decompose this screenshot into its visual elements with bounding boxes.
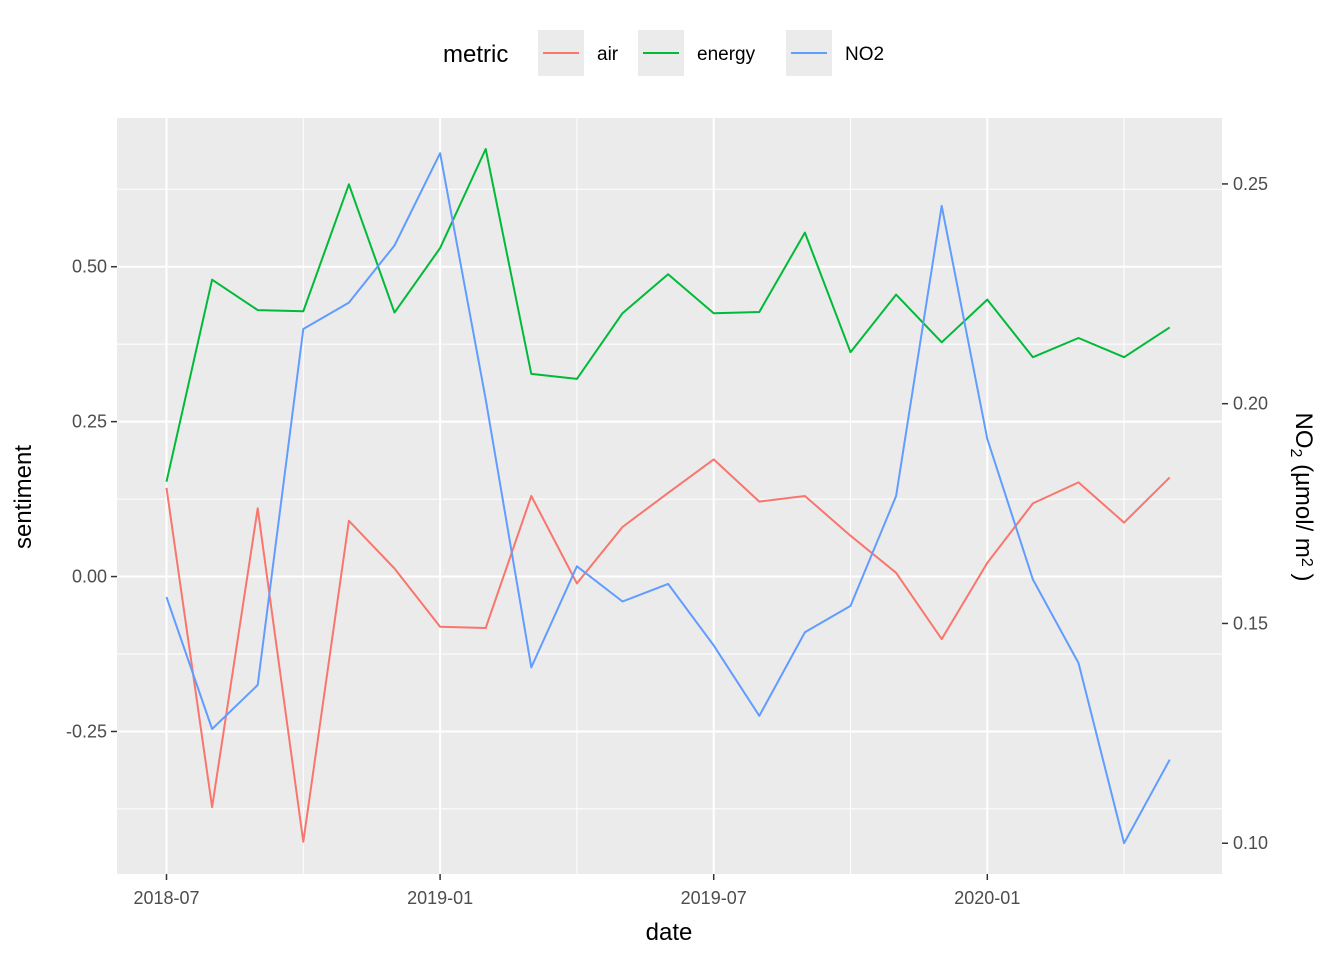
legend-title: metric <box>443 41 508 68</box>
x-axis-title: date <box>646 919 693 946</box>
y2-title-part: NO <box>1290 413 1317 449</box>
y2-tick-label: 0.15 <box>1233 613 1268 633</box>
series-line-energy <box>165 148 1171 482</box>
legend-label-no2: NO2 <box>845 44 884 65</box>
x-tick-label: 2019-07 <box>681 888 747 908</box>
axes: -0.25 0.00 0.25 0.50 0.10 0.15 0.20 0.25 2018-07… <box>66 174 1268 908</box>
y-axis-title: sentiment <box>10 445 37 549</box>
y2-title-part: (µmol/ m <box>1290 457 1317 558</box>
legend-label-energy: energy <box>697 44 756 65</box>
y2-title-part: 2 <box>1287 449 1304 458</box>
y2-title-part: ) <box>1290 567 1317 582</box>
series-line-air <box>165 458 1171 843</box>
legend: metric air energy NO2 <box>443 30 884 76</box>
plot-panel <box>117 118 1222 874</box>
y-tick-label: -0.25 <box>66 721 107 741</box>
y2-tick-label: 0.25 <box>1233 174 1268 194</box>
x-tick-label: 2019-01 <box>407 888 473 908</box>
series-lines <box>165 148 1171 845</box>
x-tick-label: 2018-07 <box>133 888 199 908</box>
y-tick-label: 0.50 <box>72 257 107 277</box>
y2-axis-title: NO2 (µmol/ m2 ) <box>1287 413 1317 582</box>
y2-title-part: 2 <box>1298 558 1315 567</box>
y2-tick-label: 0.20 <box>1233 394 1268 414</box>
grid <box>117 118 1222 874</box>
y2-tick-label: 0.10 <box>1233 833 1268 853</box>
series-line-no2 <box>165 152 1171 845</box>
y-tick-label: 0.25 <box>72 412 107 432</box>
legend-label-air: air <box>597 44 619 65</box>
x-tick-label: 2020-01 <box>954 888 1020 908</box>
y-tick-label: 0.00 <box>72 567 107 587</box>
